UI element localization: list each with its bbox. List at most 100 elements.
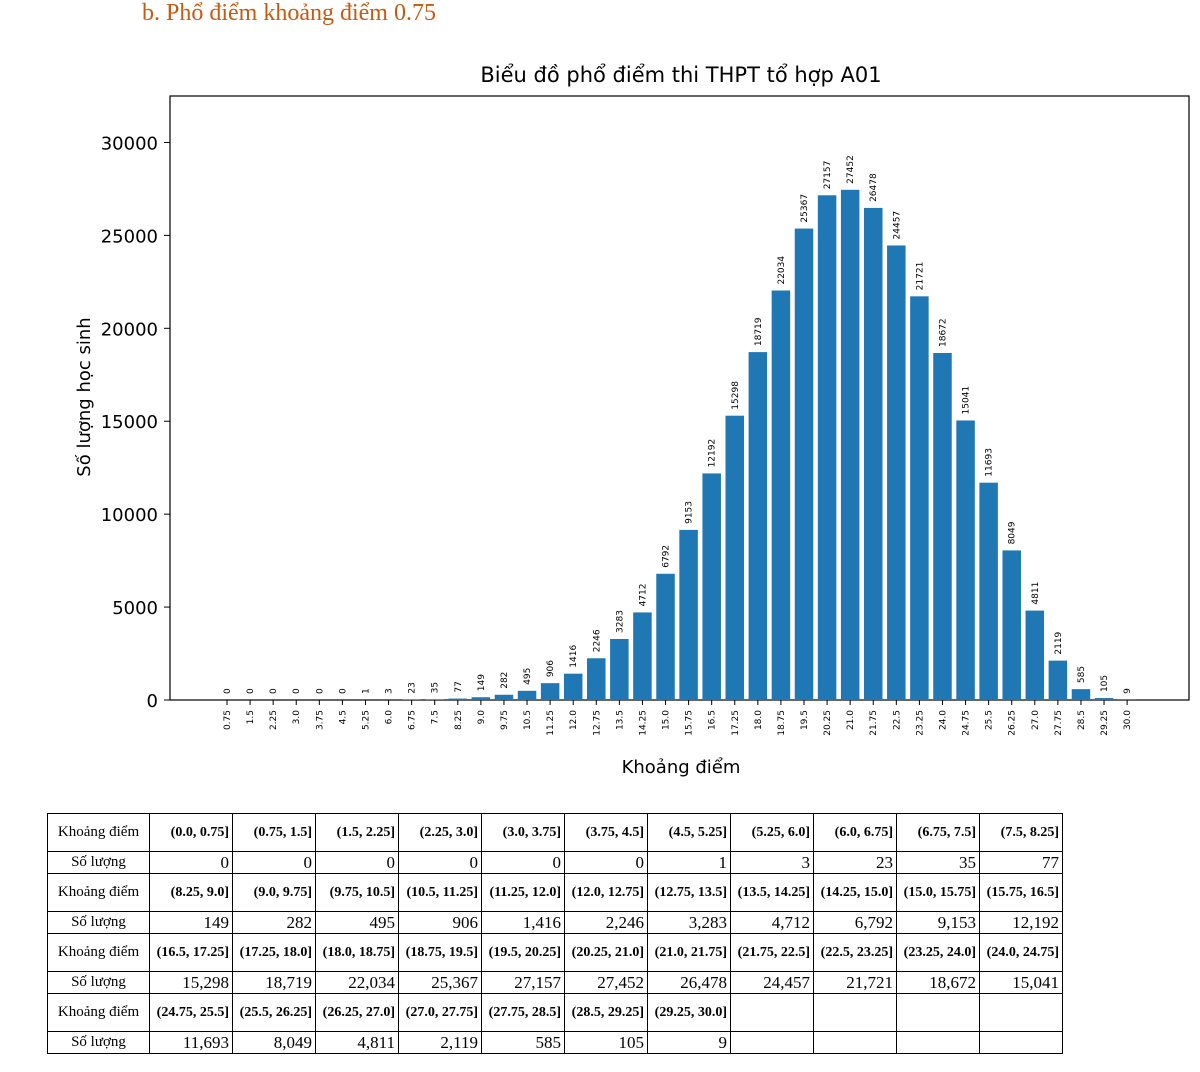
x-tick-label: 29.25 bbox=[1100, 710, 1110, 736]
count-cell: 18,719 bbox=[232, 971, 316, 994]
count-cell: 26,478 bbox=[647, 971, 731, 994]
bar bbox=[448, 698, 468, 700]
range-cell: (17.25, 18.0] bbox=[232, 933, 316, 972]
table-row-counts: Số lượng 15,298 18,719 22,034 25,367 27,157 27… bbox=[47, 971, 1063, 994]
range-cell: (9.0, 9.75] bbox=[232, 873, 316, 912]
x-tick-label: 23.25 bbox=[915, 710, 925, 736]
range-cell: (11.25, 12.0] bbox=[481, 873, 565, 912]
x-tick-label: 0.75 bbox=[223, 710, 233, 730]
bar-value-label: 585 bbox=[1077, 666, 1087, 683]
x-tick-label: 15.0 bbox=[662, 710, 672, 730]
x-tick-label: 18.0 bbox=[754, 710, 764, 730]
bar-value-label: 24457 bbox=[892, 211, 902, 240]
range-cell: (12.0, 12.75] bbox=[564, 873, 648, 912]
table-row-ranges: Khoảng điểm (8.25, 9.0] (9.0, 9.75] (9.75, … bbox=[47, 873, 1063, 912]
bar-value-label: 0 bbox=[269, 688, 279, 694]
bar-value-label: 8049 bbox=[1008, 521, 1018, 544]
bar bbox=[725, 415, 745, 700]
x-tick-label: 15.75 bbox=[685, 710, 695, 736]
range-cell: (10.5, 11.25] bbox=[398, 873, 482, 912]
chart-title: Biểu đồ phổ điểm thi THPT tổ hợp A01 bbox=[480, 63, 881, 87]
count-cell: 9,153 bbox=[896, 911, 980, 934]
count-cell: 105 bbox=[564, 1031, 648, 1054]
table-row-ranges: Khoảng điểm (0.0, 0.75] (0.75, 1.5] (1.5, 2… bbox=[47, 813, 1063, 852]
x-tick-label: 26.25 bbox=[1008, 710, 1018, 736]
count-cell: 35 bbox=[896, 851, 980, 874]
range-header-cell: Khoảng điểm bbox=[47, 873, 150, 912]
count-cell: 4,811 bbox=[315, 1031, 399, 1054]
bar bbox=[494, 694, 514, 700]
x-tick-label: 6.0 bbox=[385, 710, 395, 725]
table-row-counts: Số lượng 11,693 8,049 4,811 2,119 585 105 9 bbox=[47, 1031, 1063, 1054]
table-row-counts: Số lượng 149 282 495 906 1,416 2,246 3,283 4,712… bbox=[47, 911, 1063, 934]
count-cell: 0 bbox=[398, 851, 482, 874]
bar bbox=[679, 529, 698, 700]
bar-value-label: 9153 bbox=[685, 501, 695, 524]
x-tick-label: 9.0 bbox=[477, 710, 487, 725]
range-cell bbox=[813, 993, 897, 1032]
range-cell: (0.75, 1.5] bbox=[232, 813, 316, 852]
bar bbox=[540, 683, 560, 700]
x-tick-label: 9.75 bbox=[500, 710, 510, 730]
count-cell: 1,416 bbox=[481, 911, 565, 934]
bar bbox=[610, 638, 629, 700]
count-cell bbox=[730, 1031, 814, 1054]
range-cell: (16.5, 17.25] bbox=[149, 933, 233, 972]
range-cell: (24.75, 25.5] bbox=[149, 993, 233, 1032]
range-cell: (23.25, 24.0] bbox=[896, 933, 980, 972]
range-header-cell: Khoảng điểm bbox=[47, 933, 150, 972]
x-tick-label: 5.25 bbox=[361, 710, 371, 730]
x-tick-label: 21.0 bbox=[846, 710, 856, 730]
range-cell: (1.5, 2.25] bbox=[315, 813, 399, 852]
x-tick-label: 24.75 bbox=[962, 710, 972, 736]
bar-value-label: 35 bbox=[431, 682, 441, 693]
count-header-cell: Số lượng bbox=[47, 1031, 150, 1054]
bar bbox=[979, 482, 998, 700]
bar-value-label: 3283 bbox=[615, 610, 625, 633]
count-cell: 9 bbox=[647, 1031, 731, 1054]
range-cell bbox=[896, 993, 980, 1032]
bar-value-label: 0 bbox=[338, 688, 348, 694]
range-cell: (15.0, 15.75] bbox=[896, 873, 980, 912]
range-cell: (6.0, 6.75] bbox=[813, 813, 897, 852]
range-cell: (20.25, 21.0] bbox=[564, 933, 648, 972]
bar-value-label: 2246 bbox=[592, 629, 602, 652]
range-cell: (6.75, 7.5] bbox=[896, 813, 980, 852]
bar bbox=[633, 612, 652, 700]
count-cell: 0 bbox=[149, 851, 233, 874]
count-cell: 149 bbox=[149, 911, 233, 934]
x-tick-label: 7.5 bbox=[431, 710, 441, 724]
bar-value-label: 22034 bbox=[777, 256, 787, 285]
range-cell: (21.75, 22.5] bbox=[730, 933, 814, 972]
x-tick-label: 2.25 bbox=[269, 710, 279, 730]
x-tick-label: 4.5 bbox=[338, 710, 348, 724]
count-cell: 22,034 bbox=[315, 971, 399, 994]
range-cell: (22.5, 23.25] bbox=[813, 933, 897, 972]
bar-value-label: 0 bbox=[246, 688, 256, 694]
count-cell: 77 bbox=[979, 851, 1063, 874]
count-cell bbox=[813, 1031, 897, 1054]
plot-area: 0 5000 10000 15000 20000 25000 30000 0 0.75 0 1.5 0… bbox=[101, 95, 1190, 736]
count-header-cell: Số lượng bbox=[47, 971, 150, 994]
count-cell: 0 bbox=[564, 851, 648, 874]
bar bbox=[1002, 550, 1021, 700]
range-cell: (3.75, 4.5] bbox=[564, 813, 648, 852]
bar bbox=[1025, 610, 1045, 700]
range-cell: (0.0, 0.75] bbox=[149, 813, 233, 852]
x-tick-label: 1.5 bbox=[246, 710, 256, 724]
bar-value-label: 11693 bbox=[985, 448, 995, 477]
bar bbox=[517, 690, 537, 700]
bar bbox=[863, 207, 883, 700]
count-cell: 6,792 bbox=[813, 911, 897, 934]
x-tick-label: 11.25 bbox=[546, 710, 556, 736]
range-cell: (27.0, 27.75] bbox=[398, 993, 482, 1032]
bar-value-label: 21721 bbox=[915, 262, 925, 291]
x-tick-label: 24.0 bbox=[938, 710, 948, 730]
count-cell bbox=[896, 1031, 980, 1054]
bar-value-label: 0 bbox=[315, 688, 325, 694]
table-row-ranges: Khoảng điểm (16.5, 17.25] (17.25, 18.0] (18… bbox=[47, 933, 1063, 972]
bar-value-label: 77 bbox=[454, 681, 464, 692]
bar bbox=[702, 473, 721, 700]
bar bbox=[794, 228, 814, 700]
count-cell: 2,119 bbox=[398, 1031, 482, 1054]
